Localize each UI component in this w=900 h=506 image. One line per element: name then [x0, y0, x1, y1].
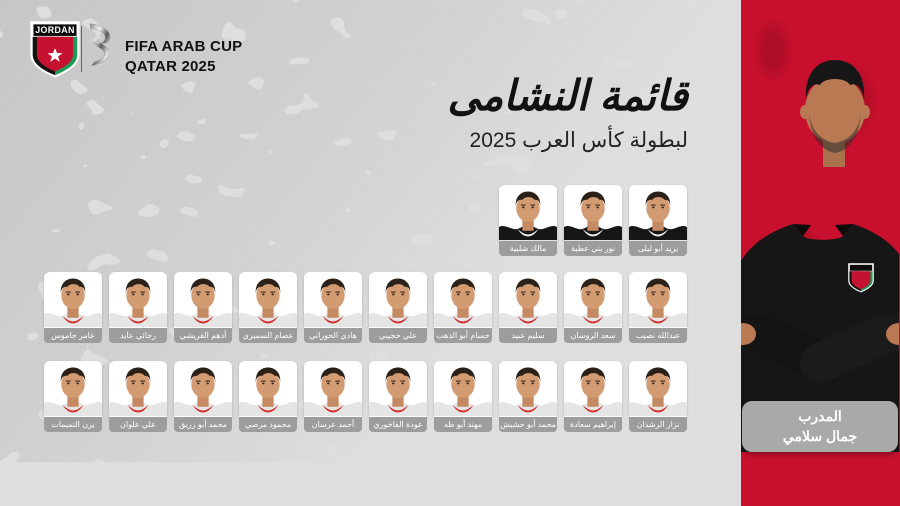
svg-text:JORDAN: JORDAN: [35, 25, 75, 35]
